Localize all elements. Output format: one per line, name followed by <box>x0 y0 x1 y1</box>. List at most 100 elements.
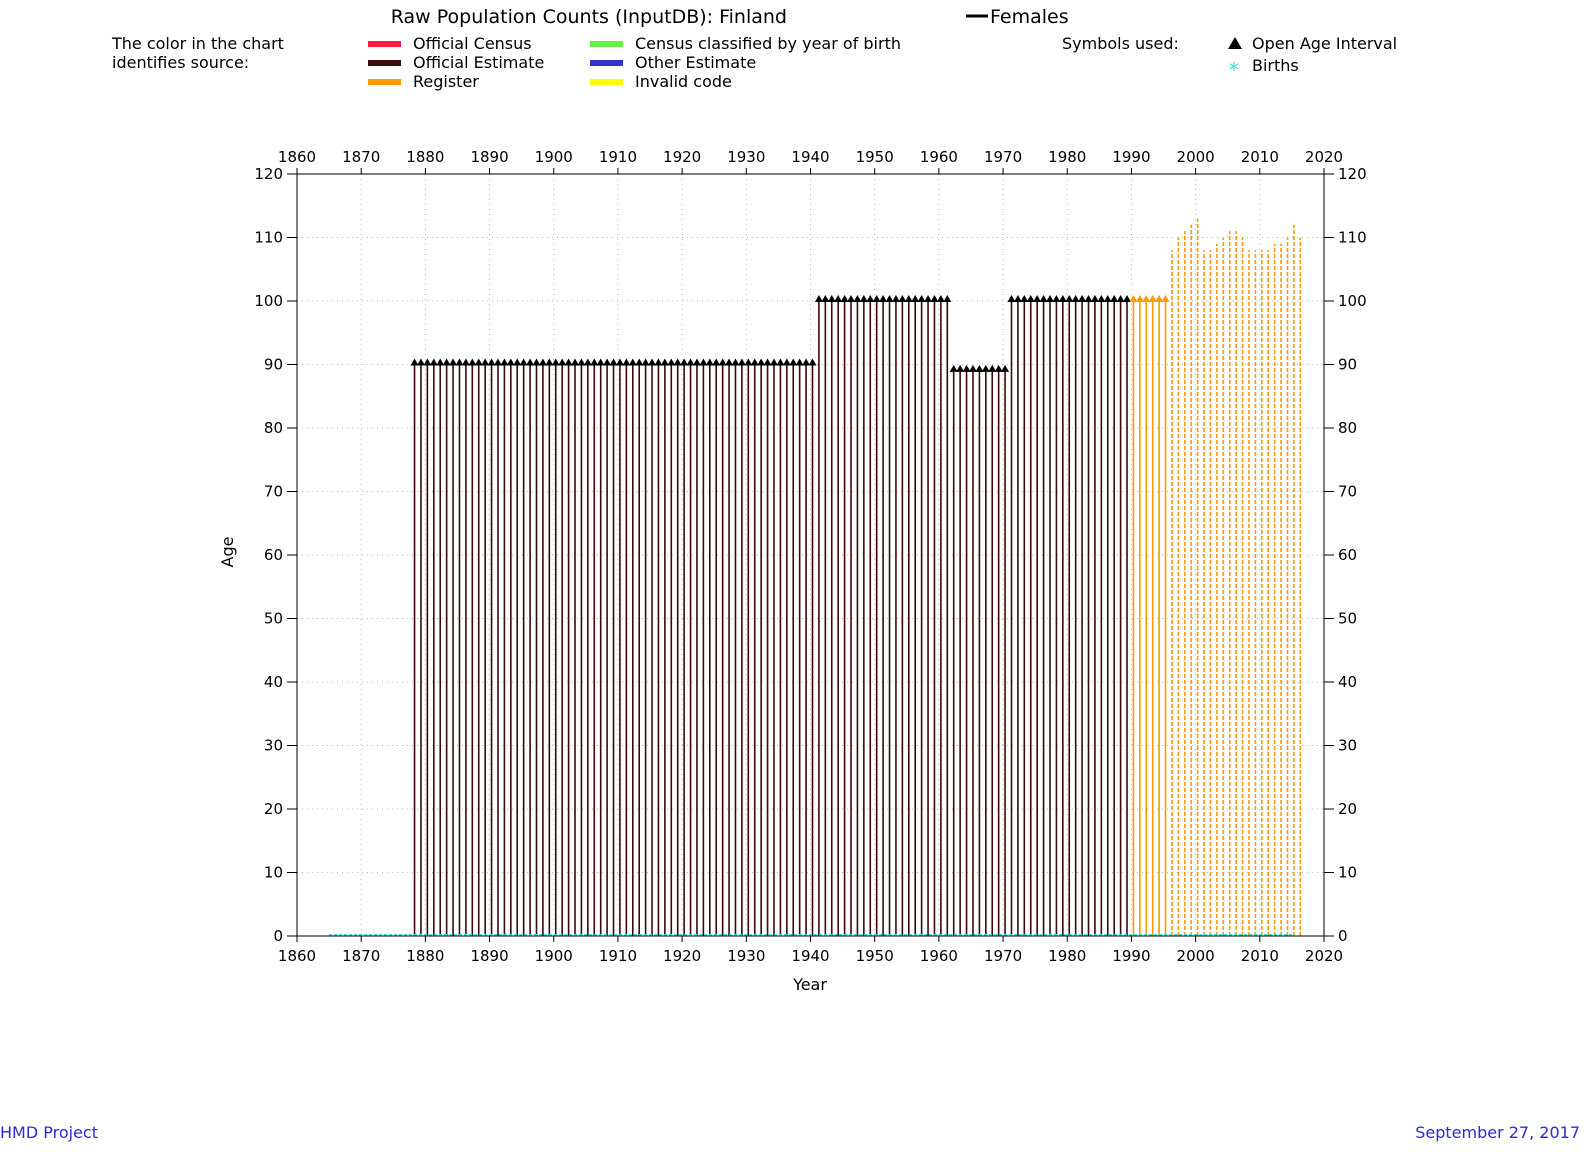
y-tick-label: 80 <box>264 419 283 437</box>
open-age-triangle <box>866 295 875 302</box>
open-age-triangle <box>1135 295 1144 302</box>
x-tick-label-top: 1860 <box>278 148 316 166</box>
open-age-triangle <box>615 358 624 366</box>
x-tick-label: 1970 <box>984 947 1022 965</box>
open-age-triangle <box>891 295 900 302</box>
open-age-triangle <box>1097 295 1106 302</box>
y-tick-label: 100 <box>254 292 283 310</box>
legend-intro-line-1: The color in the chart <box>111 34 284 53</box>
open-age-triangle <box>461 358 470 366</box>
open-age-triangle <box>930 295 939 302</box>
x-tick-label-top: 1930 <box>727 148 765 166</box>
open-age-triangle <box>814 295 823 302</box>
open-age-triangle <box>885 295 894 302</box>
open-age-triangle <box>904 295 913 302</box>
legend-label: Official Census <box>413 34 532 53</box>
open-age-triangle <box>1052 295 1061 302</box>
x-tick-label-top: 2010 <box>1241 148 1279 166</box>
y-tick-label-right: 90 <box>1338 356 1357 374</box>
open-age-triangle <box>725 358 734 366</box>
open-age-triangle <box>988 364 997 372</box>
open-age-triangle <box>558 358 567 366</box>
x-tick-label: 1980 <box>1048 947 1086 965</box>
open-age-triangle <box>699 358 708 366</box>
open-age-triangle <box>956 364 965 372</box>
open-age-triangle <box>468 358 477 366</box>
open-age-triangle <box>911 295 920 302</box>
open-age-triangle <box>769 358 778 366</box>
open-age-triangle <box>551 358 560 366</box>
open-age-triangle <box>1020 295 1029 302</box>
x-tick-label-top: 1870 <box>342 148 380 166</box>
open-age-triangle <box>526 358 535 366</box>
open-age-triangle <box>481 358 490 366</box>
open-age-triangle <box>686 358 695 366</box>
open-age-triangle <box>847 295 856 302</box>
open-age-triangle <box>789 358 798 366</box>
open-age-triangle <box>1084 295 1093 302</box>
open-age-triangle <box>609 358 618 366</box>
x-tick-label: 1940 <box>791 947 829 965</box>
x-tick-label-top: 1880 <box>406 148 444 166</box>
open-age-triangle <box>731 358 740 366</box>
open-age-triangle <box>442 358 451 366</box>
open-age-triangle <box>583 358 592 366</box>
open-age-triangle <box>744 358 753 366</box>
x-tick-label-top: 1980 <box>1048 148 1086 166</box>
open-age-triangle <box>968 364 977 372</box>
x-tick-label: 2020 <box>1305 947 1343 965</box>
symbol-label-births: Births <box>1252 56 1299 75</box>
open-age-triangle <box>590 358 599 366</box>
open-age-triangle <box>1065 295 1074 302</box>
open-age-triangle <box>821 295 830 302</box>
x-tick-label: 1900 <box>535 947 573 965</box>
symbol-label-open-age: Open Age Interval <box>1252 34 1397 53</box>
open-age-triangle <box>603 358 612 366</box>
open-age-triangle <box>827 295 836 302</box>
y-tick-label: 40 <box>264 673 283 691</box>
open-age-triangle <box>943 295 952 302</box>
x-tick-label: 1960 <box>920 947 958 965</box>
x-tick-label-top: 1990 <box>1112 148 1150 166</box>
y-tick-label: 70 <box>264 483 283 501</box>
y-tick-label-right: 30 <box>1338 737 1357 755</box>
open-age-triangle <box>532 358 541 366</box>
open-age-triangle <box>429 358 438 366</box>
open-age-triangle <box>949 364 958 372</box>
open-age-triangle <box>1161 295 1170 302</box>
open-age-triangle <box>680 358 689 366</box>
y-tick-label-right: 100 <box>1338 292 1367 310</box>
x-axis-label: Year <box>792 975 827 994</box>
x-tick-label: 1860 <box>278 947 316 965</box>
open-age-triangle <box>493 358 502 366</box>
open-age-triangle <box>981 364 990 372</box>
y-tick-label: 60 <box>264 546 283 564</box>
open-age-triangle <box>1090 295 1099 302</box>
legend-swatch <box>368 79 401 85</box>
x-tick-label-top: 1950 <box>856 148 894 166</box>
open-age-triangle <box>571 358 580 366</box>
open-age-triangle <box>410 358 419 366</box>
open-age-triangle <box>879 295 888 302</box>
open-age-triangle <box>1071 295 1080 302</box>
open-age-triangle <box>474 358 483 366</box>
open-age-triangle <box>1058 295 1067 302</box>
open-age-triangle <box>872 295 881 302</box>
y-tick-label-right: 60 <box>1338 546 1357 564</box>
open-age-triangle <box>1045 295 1054 302</box>
legend-label: Register <box>413 72 479 91</box>
x-tick-label: 1990 <box>1112 947 1150 965</box>
open-age-triangle <box>449 358 458 366</box>
open-age-triangle <box>1148 295 1157 302</box>
triangle-icon <box>1228 37 1242 49</box>
x-tick-label: 1870 <box>342 947 380 965</box>
open-age-triangle <box>924 295 933 302</box>
footer-project: HMD Project <box>0 1123 98 1142</box>
open-age-triangle <box>936 295 945 302</box>
open-age-triangle <box>455 358 464 366</box>
open-age-triangle <box>628 358 637 366</box>
open-age-triangle <box>654 358 663 366</box>
x-tick-label-top: 1890 <box>470 148 508 166</box>
open-age-triangle <box>1078 295 1087 302</box>
